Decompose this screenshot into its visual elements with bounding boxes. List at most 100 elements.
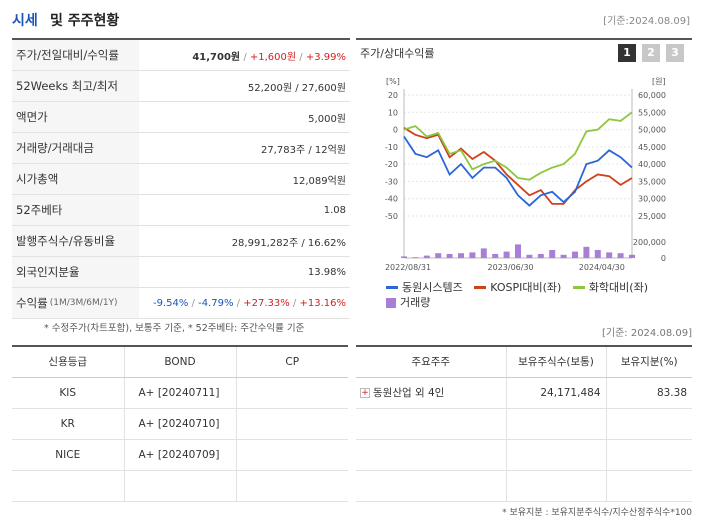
y-tick-label-left: -50 — [385, 212, 398, 221]
stats-label: 외국인지분율 — [12, 257, 139, 287]
volume-bar — [492, 254, 499, 258]
table-row — [12, 470, 348, 502]
return-1m: -9.54% — [152, 297, 189, 309]
stats-label: 액면가 — [12, 102, 139, 132]
legend-item: KOSPI대비(좌) — [474, 280, 561, 295]
stats-value: 41,700원 / +1,600원 / +3.99% — [192, 51, 346, 63]
legend-item: 거래량 — [386, 295, 430, 310]
y-tick-label-right: 40,000 — [638, 160, 666, 169]
footnote-stats: * 수정주가(차트포함), 보통주 기준, * 52주베타: 주간수익률 기준 — [44, 323, 305, 334]
legend-line-icon — [474, 286, 487, 289]
stats-label: 거래량/거래대금 — [12, 133, 139, 163]
legend-square-icon — [386, 297, 396, 308]
base-date-2: [기준: 2024.08.09] — [601, 328, 692, 339]
chart-tab-1[interactable]: 1 — [618, 44, 636, 62]
chart-period-buttons: 1 2 3 — [618, 44, 684, 62]
volume-bar — [526, 254, 533, 258]
cp-cell — [235, 439, 348, 471]
column-header: CP — [235, 346, 348, 378]
x-tick-label: 2024/04/30 — [579, 263, 625, 272]
y-tick-label-left: 20 — [388, 91, 398, 100]
volume-bar — [480, 248, 487, 258]
table-row — [356, 408, 692, 440]
return-6m: +27.33% — [243, 297, 290, 309]
volume-bar — [537, 254, 544, 258]
legend-line-icon — [386, 286, 398, 289]
volume-bar — [572, 251, 578, 258]
holder-name-cell — [356, 439, 506, 471]
y-tick-label-left: -40 — [385, 195, 398, 204]
y-tick-label-right: 45,000 — [638, 143, 666, 152]
stats-row: 수익률 (1M/3M/6M/1Y) -9.54% / -4.79% / +27.… — [12, 288, 350, 319]
shares-cell: 24,171,484 — [505, 377, 606, 409]
credit-rating-table: 신용등급 BOND CP KIS A+ [20240711] KR A+ [20… — [12, 345, 348, 502]
volume-bar — [446, 254, 453, 258]
stock-price-line — [403, 136, 633, 207]
table-row: NICE A+ [20240709] — [12, 439, 348, 471]
section-header: 시세 및 주주현황 [기준:2024.08.09] — [12, 8, 692, 30]
volume-bar — [458, 253, 464, 258]
volume-bar — [503, 251, 510, 258]
chart-legend: 동원시스템즈 KOSPI대비(좌) 화학대비(좌) 거래량 — [386, 278, 686, 312]
table-header-row: 주요주주 보유주식수(보통) 보유지분(%) — [356, 346, 692, 378]
stats-value: 13.98% — [307, 266, 346, 278]
chart-title: 주가/상대수익률 — [360, 47, 435, 60]
kospi-relative-line — [403, 127, 633, 205]
pct-cell: 83.38 — [605, 377, 692, 409]
column-header: 주요주주 — [356, 346, 506, 378]
volume-bar — [469, 252, 476, 258]
stats-value: 28,991,282주 / 16.62% — [231, 237, 346, 249]
volume-bar — [583, 246, 590, 258]
pct-cell — [605, 408, 692, 440]
stats-label: 52Weeks 최고/최저 — [12, 71, 139, 101]
expand-plus-icon[interactable]: + — [360, 388, 370, 398]
chart-tab-3[interactable]: 3 — [666, 44, 684, 62]
holder-name-cell[interactable]: + 동원산업 외 4인 — [356, 377, 506, 409]
right-axis-unit: [원] — [652, 77, 666, 86]
section-subtitle: 및 주주현황 — [50, 13, 120, 29]
table-row — [356, 470, 692, 502]
volume-tick-label: 0 — [661, 254, 666, 263]
shares-cell — [505, 439, 606, 471]
y-tick-label-right: 60,000 — [638, 91, 666, 100]
y-tick-label-right: 35,000 — [638, 177, 666, 186]
column-header: 보유지분(%) — [605, 346, 692, 378]
volume-bar — [560, 254, 567, 258]
x-tick-label: 2022/08/31 — [385, 263, 431, 272]
table-row — [356, 439, 692, 471]
holder-name-cell — [356, 470, 506, 502]
stats-value: 1.08 — [323, 204, 346, 216]
table-row: + 동원산업 외 4인 24,171,484 83.38 — [356, 377, 692, 409]
stats-value: -9.54% / -4.79% / +27.33% / +13.16% — [152, 297, 346, 309]
volume-bar — [435, 253, 442, 258]
agency-cell: KR — [12, 408, 124, 440]
chart-tab-2[interactable]: 2 — [642, 44, 660, 62]
current-price: 41,700원 — [192, 51, 241, 63]
volume-bar — [515, 244, 521, 258]
column-header: BOND — [123, 346, 236, 378]
agency-cell: NICE — [12, 439, 124, 471]
y-tick-label-left: -20 — [385, 160, 398, 169]
shares-cell — [505, 470, 606, 502]
y-tick-label-right: 55,000 — [638, 108, 666, 117]
bond-cell: A+ [20240711] — [123, 377, 236, 409]
price-stats-table: 주가/전일대비/수익률 41,700원 / +1,600원 / +3.99% 5… — [12, 38, 350, 319]
chem-relative-line — [403, 111, 633, 181]
footnote-holders: * 보유지분 : 보유지분주식수/지수산정주식수*100 — [502, 508, 692, 518]
table-row: KIS A+ [20240711] — [12, 377, 348, 409]
section-title: 시세 — [12, 13, 38, 29]
volume-bar — [606, 252, 613, 258]
price-change: +1,600원 — [249, 51, 297, 63]
stats-label: 시가총액 — [12, 164, 139, 194]
volume-bar — [412, 257, 419, 258]
stats-row: 주가/전일대비/수익률 41,700원 / +1,600원 / +3.99% — [12, 40, 350, 71]
stats-value: 12,089억원 — [292, 175, 346, 187]
volume-bar — [423, 255, 430, 258]
legend-item: 화학대비(좌) — [572, 280, 648, 295]
holder-name-cell — [356, 408, 506, 440]
cp-cell — [235, 408, 348, 440]
major-shareholders-table: 주요주주 보유주식수(보통) 보유지분(%) + 동원산업 외 4인 24,171… — [356, 345, 692, 502]
base-date: [기준:2024.08.09] — [603, 16, 690, 27]
return-1y: +13.16% — [299, 297, 346, 309]
y-tick-label-left: 10 — [388, 108, 398, 117]
